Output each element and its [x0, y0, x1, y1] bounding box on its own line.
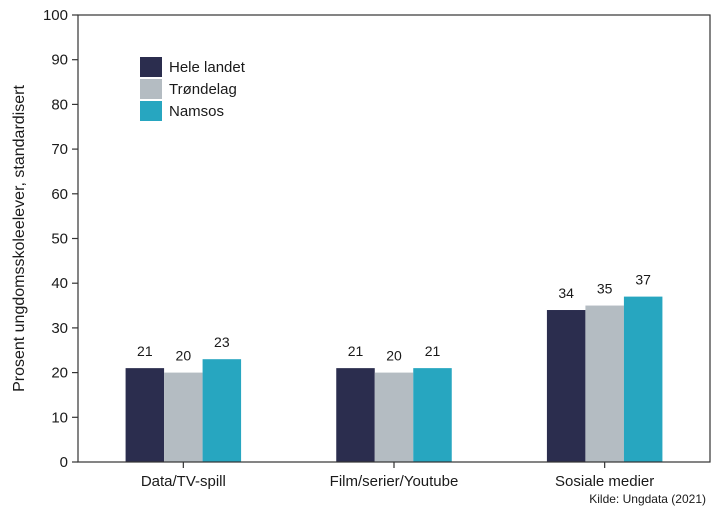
y-axis-ticks: 0 10 20 30 40 50 60 70 80 90 100 — [43, 7, 78, 471]
y-tick-label: 80 — [51, 96, 68, 113]
y-tick-label: 10 — [51, 409, 68, 426]
value-label: 20 — [176, 348, 192, 364]
y-tick-label: 40 — [51, 275, 68, 292]
bar — [125, 368, 165, 462]
category-label: Film/serier/Youtube — [330, 473, 459, 490]
y-tick-label: 70 — [51, 141, 68, 158]
category-labels: Data/TV-spill Film/serier/Youtube Sosiale … — [141, 462, 654, 490]
bar — [623, 296, 663, 462]
value-label: 37 — [635, 272, 651, 288]
plot-frame — [77, 14, 711, 463]
y-tick-label: 30 — [51, 320, 68, 337]
bar — [413, 368, 452, 462]
legend-label: Trøndelag — [169, 81, 237, 98]
y-tick-label: 50 — [51, 231, 68, 248]
y-tick-label: 0 — [60, 454, 68, 471]
legend-label: Hele landet — [169, 59, 246, 76]
value-label: 34 — [558, 285, 574, 301]
y-axis-title: Prosent ungdomsskoleelever, standardiser… — [11, 85, 28, 392]
value-labels: 21 20 23 21 20 21 34 35 37 — [137, 272, 651, 364]
legend: Hele landet Trøndelag Namsos — [140, 57, 246, 121]
y-tick-label: 60 — [51, 186, 68, 203]
y-tick-label: 90 — [51, 52, 68, 69]
value-label: 21 — [425, 343, 441, 359]
legend-swatch — [140, 57, 162, 77]
legend-swatch — [140, 101, 162, 121]
bars — [125, 296, 663, 462]
value-label: 20 — [386, 348, 402, 364]
bar — [336, 368, 375, 462]
bar — [164, 372, 203, 462]
value-label: 23 — [214, 334, 230, 350]
legend-label: Namsos — [169, 103, 224, 120]
value-label: 21 — [137, 343, 153, 359]
y-tick-label: 100 — [43, 7, 68, 24]
bar — [546, 310, 586, 462]
bar — [585, 305, 624, 462]
y-tick-label: 20 — [51, 365, 68, 382]
bar — [374, 372, 414, 462]
source-note: Kilde: Ungdata (2021) — [589, 492, 706, 506]
bar — [202, 359, 242, 462]
category-label: Sosiale medier — [555, 473, 654, 490]
legend-swatch — [140, 79, 162, 99]
value-label: 21 — [348, 343, 364, 359]
category-label: Data/TV-spill — [141, 473, 226, 490]
value-label: 35 — [597, 281, 613, 297]
